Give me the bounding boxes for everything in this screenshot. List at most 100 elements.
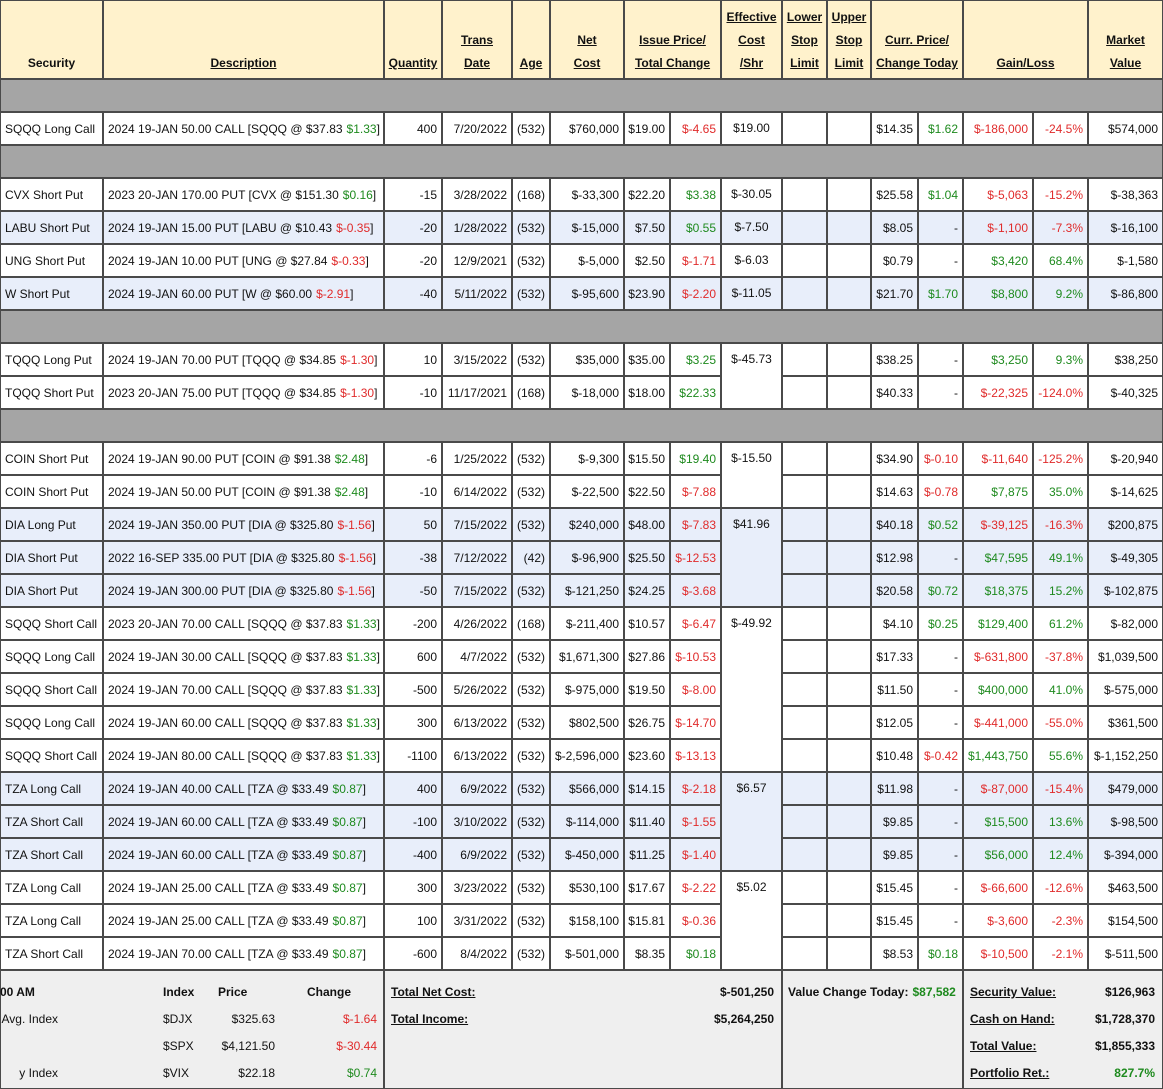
description-cell: 2024 19-JAN 50.00 CALL [SQQQ @ $37.83 $1.… <box>103 112 384 145</box>
gain-loss-cell: $-10,500 <box>963 937 1033 970</box>
gain-loss: $-66,600 <box>980 880 1028 895</box>
gain-loss-cell: $-22,325 <box>963 376 1033 409</box>
gain-loss-cell: $15,500 <box>963 805 1033 838</box>
net-cost: $-211,400 <box>565 616 619 631</box>
issue-price-cell: $24.25 <box>624 574 670 607</box>
description-text: 2024 19-JAN 25.00 CALL [TZA @ $33.49 <box>108 913 329 928</box>
underlying-change: $-0.35 <box>336 220 371 235</box>
description-text: 2024 19-JAN 15.00 PUT [LABU @ $10.43 <box>108 220 333 235</box>
gain-loss-cell: $-87,000 <box>963 772 1033 805</box>
curr-price-cell: $10.48 <box>871 739 918 772</box>
gain-loss: $47,595 <box>984 550 1028 565</box>
description-cell: 2024 19-JAN 60.00 CALL [SQQQ @ $37.83 $1.… <box>103 706 384 739</box>
value-change: Value Change Today: $87,582 <box>788 985 956 999</box>
trans-date-cell: 12/9/2021 <box>442 244 512 277</box>
age: (168) <box>516 187 545 202</box>
net-cost-cell: $240,000 <box>550 508 624 541</box>
market-value: $200,875 <box>1107 517 1158 532</box>
quantity: -200 <box>412 616 437 631</box>
age-cell: (532) <box>512 772 550 805</box>
description-text: 2024 19-JAN 50.00 CALL [SQQQ @ $37.83 <box>108 121 343 136</box>
net-cost: $-33,300 <box>571 187 619 202</box>
security: DIA Long Put <box>5 517 76 532</box>
curr-price-cell: $8.53 <box>871 937 918 970</box>
change-today: $1.62 <box>927 121 958 136</box>
change-today: - <box>954 550 958 565</box>
description-close: ] <box>376 715 380 730</box>
gain-loss: $-39,125 <box>980 517 1028 532</box>
lower-stop-cell <box>782 211 827 244</box>
gain-loss-cell: $47,595 <box>963 541 1033 574</box>
gain-loss-pct: -2.3% <box>1051 913 1083 928</box>
effective-cost: $-30.05 <box>731 187 772 201</box>
curr-price-cell: $15.45 <box>871 871 918 904</box>
age-cell: (532) <box>512 739 550 772</box>
gain-loss: $-1,100 <box>987 220 1028 235</box>
header-cell: Market Value <box>1088 0 1163 79</box>
security-cell: TZA Long Call <box>0 871 103 904</box>
lower-stop-cell <box>782 376 827 409</box>
total-value: $5,264,250 <box>713 1012 774 1026</box>
total-change-cell: $-6.47 <box>670 607 721 640</box>
header-text: Net <box>577 33 597 47</box>
issue-price-cell: $48.00 <box>624 508 670 541</box>
age: (168) <box>516 616 545 631</box>
change-today-cell: - <box>918 343 963 376</box>
description-close: ] <box>371 517 375 532</box>
description-text: 2024 19-JAN 60.00 CALL [SQQQ @ $37.83 <box>108 715 343 730</box>
security-cell: COIN Short Put <box>0 442 103 475</box>
issue-price-cell: $14.15 <box>624 772 670 805</box>
curr-price: $8.53 <box>882 946 913 961</box>
curr-price: $40.33 <box>876 385 913 400</box>
gain-loss-pct: -125.2% <box>1038 451 1083 466</box>
total-change: $-8.00 <box>681 682 716 697</box>
curr-price: $12.98 <box>876 550 913 565</box>
gain-loss: $129,400 <box>977 616 1028 631</box>
effective-cost-cell: $-30.05 <box>721 178 782 211</box>
description-cell: 2024 19-JAN 25.00 CALL [TZA @ $33.49 $0.8… <box>103 871 384 904</box>
market-value-cell: $479,000 <box>1088 772 1163 805</box>
curr-price-cell: $34.90 <box>871 442 918 475</box>
curr-price-cell: $9.85 <box>871 805 918 838</box>
issue-price: $22.50 <box>628 484 665 499</box>
security: COIN Short Put <box>5 484 89 499</box>
gain-loss-pct-cell: 41.0% <box>1033 673 1088 706</box>
security-cell: TZA Long Call <box>0 772 103 805</box>
net-cost-cell: $-121,250 <box>550 574 624 607</box>
header-text: Stop <box>791 33 818 47</box>
total-label: Total Income: <box>391 1012 469 1026</box>
change-today-cell: - <box>918 838 963 871</box>
market-value: $-20,940 <box>1110 451 1158 466</box>
market-value-cell: $-511,500 <box>1088 937 1163 970</box>
gain-loss-pct: -124.0% <box>1038 385 1083 400</box>
curr-price: $38.25 <box>876 352 913 367</box>
total-change: $-1.71 <box>681 253 716 268</box>
security-cell: DIA Short Put <box>0 574 103 607</box>
net-cost-cell: $-450,000 <box>550 838 624 871</box>
quantity: -500 <box>412 682 437 697</box>
quantity: 50 <box>423 517 437 532</box>
lower-stop-cell <box>782 904 827 937</box>
header-text: Market <box>1106 33 1145 47</box>
security: SQQQ Short Call <box>5 748 98 763</box>
total-change-cell: $22.33 <box>670 376 721 409</box>
description-close: ] <box>372 187 377 202</box>
quantity-cell: -20 <box>384 244 442 277</box>
total-value: $-501,250 <box>719 985 774 999</box>
market-value: $361,500 <box>1107 715 1158 730</box>
description-close: ] <box>364 484 369 499</box>
curr-price-cell: $11.98 <box>871 772 918 805</box>
curr-price: $11.50 <box>877 682 913 697</box>
header-text: Cost <box>738 33 765 47</box>
market-value-cell: $-1,580 <box>1088 244 1163 277</box>
total-change: $-1.55 <box>681 814 716 829</box>
change-today-cell: - <box>918 244 963 277</box>
quantity: -20 <box>419 253 437 268</box>
market-value: $-86,800 <box>1110 286 1158 301</box>
effective-cost-cell: $-7.50 <box>721 211 782 244</box>
description-close: ] <box>370 220 374 235</box>
security-cell: TZA Long Call <box>0 904 103 937</box>
change-today: - <box>954 220 958 235</box>
total-change-cell: $-1.40 <box>670 838 721 871</box>
age-cell: (532) <box>512 343 550 376</box>
